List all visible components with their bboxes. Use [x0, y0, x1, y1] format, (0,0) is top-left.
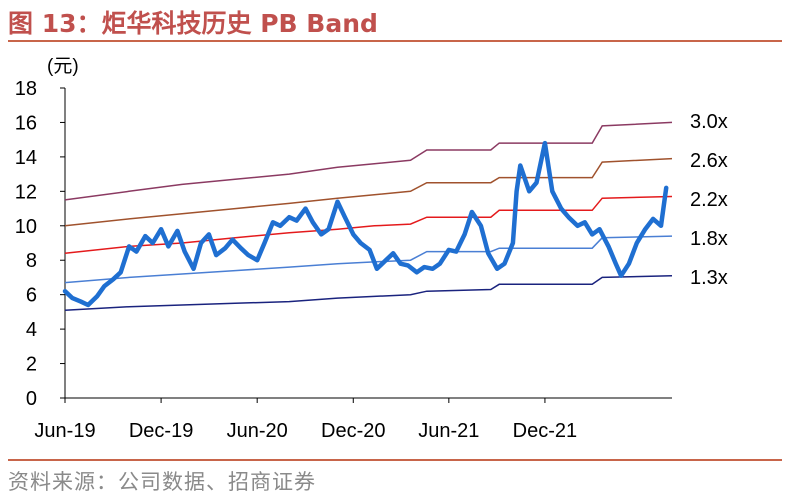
- y-tick-label: 8: [26, 250, 37, 272]
- unit-label: (元): [47, 56, 79, 77]
- chart-title: 图 13：炬华科技历史 PB Band: [8, 9, 378, 38]
- x-axis: Jun-19 Dec-19 Jun-20 Dec-20 Jun-21 Dec-21: [34, 397, 672, 442]
- band-line-2.6x: [64, 157, 673, 227]
- x-tick-label: Dec-20: [321, 420, 385, 442]
- x-tick-label: Dec-21: [513, 420, 577, 442]
- pb-band-lines: [64, 121, 673, 311]
- y-tick-label: 14: [15, 147, 37, 169]
- band-label: 3.0x: [690, 111, 728, 133]
- x-tick-label: Dec-19: [129, 420, 193, 442]
- y-tick-label: 18: [15, 78, 37, 100]
- source-divider: [8, 459, 782, 461]
- y-tick-label: 0: [26, 388, 37, 410]
- band-line-2.2x: [64, 195, 673, 255]
- x-tick-label: Jun-19: [34, 420, 95, 442]
- y-tick-label: 16: [15, 112, 37, 134]
- band-line-1.8x: [64, 235, 673, 284]
- x-tick-label: Jun-21: [418, 420, 479, 442]
- band-label: 1.8x: [690, 228, 728, 250]
- y-axis: 0 2 4 6 8 10 12 14 16 18: [15, 78, 66, 410]
- y-tick-label: 2: [26, 354, 37, 376]
- title-divider: [8, 40, 782, 42]
- y-tick-label: 4: [26, 319, 37, 341]
- price-line: [62, 140, 669, 308]
- y-tick-label: 12: [15, 181, 37, 203]
- band-label: 2.6x: [690, 150, 728, 172]
- band-labels: 3.0x 2.6x 2.2x 1.8x 1.3x: [690, 111, 728, 289]
- pb-band-chart: (元) 0 2 4 6 8 10 12 14 16 18 Jun-19 Dec-19 Jun-20 De…: [15, 56, 728, 442]
- band-label: 1.3x: [690, 267, 728, 289]
- price-line-group: [62, 140, 669, 308]
- y-tick-label: 6: [26, 285, 37, 307]
- band-line-3.0x: [64, 121, 673, 201]
- band-label: 2.2x: [690, 189, 728, 211]
- x-tick-label: Jun-20: [227, 420, 288, 442]
- source-note: 资料来源：公司数据、招商证券: [8, 470, 316, 494]
- band-line-1.3x: [64, 274, 673, 311]
- y-tick-label: 10: [15, 216, 37, 238]
